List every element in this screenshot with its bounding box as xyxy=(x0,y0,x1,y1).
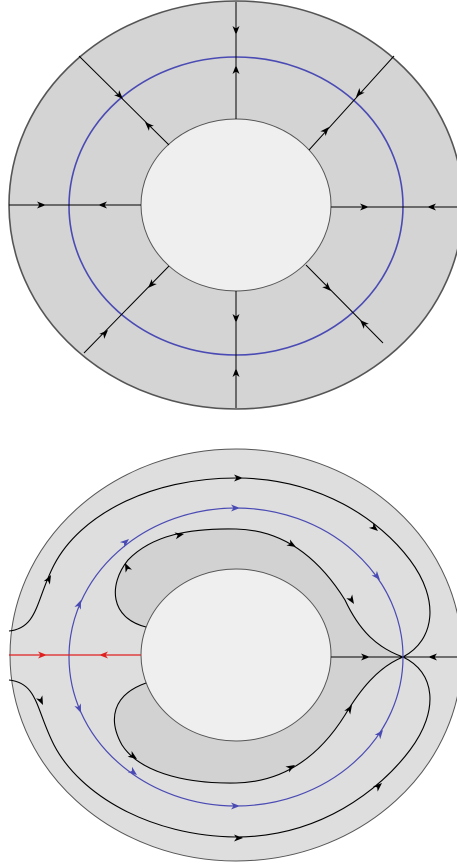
arrowhead-icon xyxy=(320,127,329,137)
arrowhead-icon xyxy=(231,504,240,512)
bottom-arrows-blue xyxy=(74,504,383,810)
arrowhead-icon xyxy=(99,651,108,659)
bottom-arrows-red xyxy=(38,651,108,659)
arrowhead-icon xyxy=(360,320,369,329)
arrowhead-icon xyxy=(127,766,137,775)
arrowhead-icon xyxy=(322,282,331,291)
bottom-traj-inner-lower xyxy=(114,656,404,784)
arrowhead-icon xyxy=(232,26,240,35)
arrowhead-icon xyxy=(232,65,240,74)
top-ray-southeast xyxy=(305,264,384,344)
arrowhead-icon xyxy=(285,765,295,773)
bottom-arrows-black xyxy=(36,474,437,842)
arrowhead-icon xyxy=(43,575,51,585)
top-hole-disk xyxy=(140,118,332,292)
arrowhead-icon xyxy=(74,703,81,713)
arrowhead-icon xyxy=(232,368,240,377)
arrowhead-icon xyxy=(99,330,108,339)
arrowhead-icon xyxy=(127,750,137,759)
arrowhead-icon xyxy=(371,570,380,580)
top-phase-portrait xyxy=(8,0,457,410)
arrowhead-icon xyxy=(174,532,184,540)
arrowhead-icon xyxy=(145,122,154,131)
arrowhead-icon xyxy=(125,563,132,573)
arrowhead-icon xyxy=(148,279,157,288)
arrowhead-icon xyxy=(234,834,243,842)
arrowhead-icon xyxy=(119,539,129,548)
arrowhead-icon xyxy=(428,653,437,661)
top-ray-southwest xyxy=(83,265,170,354)
top-arrows xyxy=(37,26,436,377)
arrowhead-icon xyxy=(114,90,123,99)
arrowhead-icon xyxy=(344,705,352,715)
arrowhead-icon xyxy=(374,730,383,740)
arrowhead-icon xyxy=(427,203,436,211)
bottom-hole-disk xyxy=(140,568,332,742)
bottom-traj-inner-upper xyxy=(114,528,404,658)
arrowhead-icon xyxy=(234,474,243,482)
arrowhead-icon xyxy=(372,783,382,792)
bottom-phase-portrait xyxy=(8,448,457,862)
arrowhead-icon xyxy=(356,87,365,97)
arrowhead-icon xyxy=(232,314,240,323)
arrowhead-icon xyxy=(286,539,296,547)
arrowhead-icon xyxy=(37,201,46,209)
bottom-traj-outer-upper xyxy=(8,477,431,658)
arrowhead-icon xyxy=(74,600,81,610)
arrowhead-icon xyxy=(231,802,240,810)
arrowhead-icon xyxy=(360,203,369,211)
arrowhead-icon xyxy=(346,594,354,604)
arrowhead-icon xyxy=(368,522,378,531)
arrowhead-icon xyxy=(361,653,370,661)
arrowhead-icon xyxy=(98,201,107,209)
top-ray-northwest xyxy=(78,55,170,146)
arrowhead-icon xyxy=(36,695,43,705)
arrowhead-icon xyxy=(38,651,47,659)
top-ray-northeast xyxy=(308,55,395,151)
